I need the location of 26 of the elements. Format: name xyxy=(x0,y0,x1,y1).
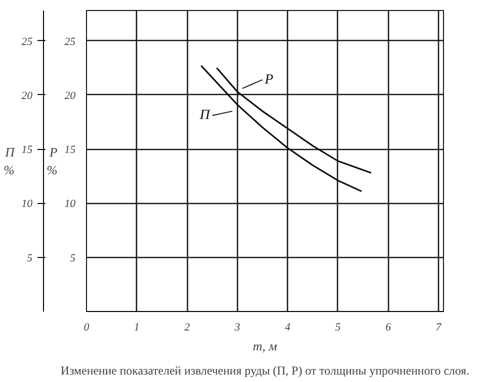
x-axis-title: m, м xyxy=(252,338,278,354)
x-tick-label: 6 xyxy=(385,322,392,334)
x-tick-label: 2 xyxy=(184,322,190,334)
line-series xyxy=(216,67,372,174)
x-tick-label: 0 xyxy=(84,322,90,334)
y2-tick-label: 20 xyxy=(64,90,76,102)
y-axis-title: П % xyxy=(4,144,16,178)
y2-tick-label: 15 xyxy=(64,144,76,156)
x-tick-label: 5 xyxy=(335,322,342,334)
text: Изменение показателей извлечения руды (П, Р) от толщины упрочненного слоя. xyxy=(60,364,470,378)
y-tick-label: 15 xyxy=(22,144,33,156)
y2-tick-label: 5 xyxy=(70,252,76,264)
y2-tick-label: 10 xyxy=(64,198,76,210)
y-tick-label: 5 xyxy=(27,252,33,264)
series-label: П xyxy=(198,108,211,124)
y2-tick-label: 25 xyxy=(64,36,76,48)
line-series xyxy=(200,64,362,192)
legend-label: Р xyxy=(264,72,274,88)
y-tick-label: 25 xyxy=(22,36,33,48)
x-tick-label: 3 xyxy=(234,322,241,334)
y2-axis-title: Р % xyxy=(46,144,58,178)
y-tick-label: 10 xyxy=(22,198,33,210)
x-tick-label: 7 xyxy=(436,322,442,334)
x-tick-label: 1 xyxy=(134,322,140,334)
x-tick-label: 4 xyxy=(284,322,291,334)
y-tick-label: 20 xyxy=(22,90,33,102)
